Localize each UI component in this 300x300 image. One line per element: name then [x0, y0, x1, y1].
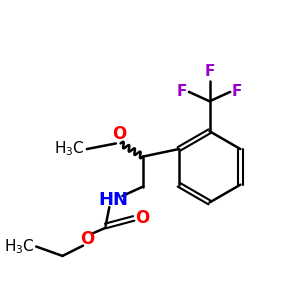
Text: H$_3$C: H$_3$C — [4, 237, 34, 256]
Text: HN: HN — [98, 191, 128, 209]
Text: F: F — [232, 84, 242, 99]
Text: O: O — [80, 230, 94, 248]
Text: O: O — [136, 209, 150, 227]
Text: F: F — [177, 84, 187, 99]
Text: F: F — [204, 64, 215, 79]
Text: O: O — [112, 124, 127, 142]
Text: H$_3$C: H$_3$C — [54, 140, 85, 158]
